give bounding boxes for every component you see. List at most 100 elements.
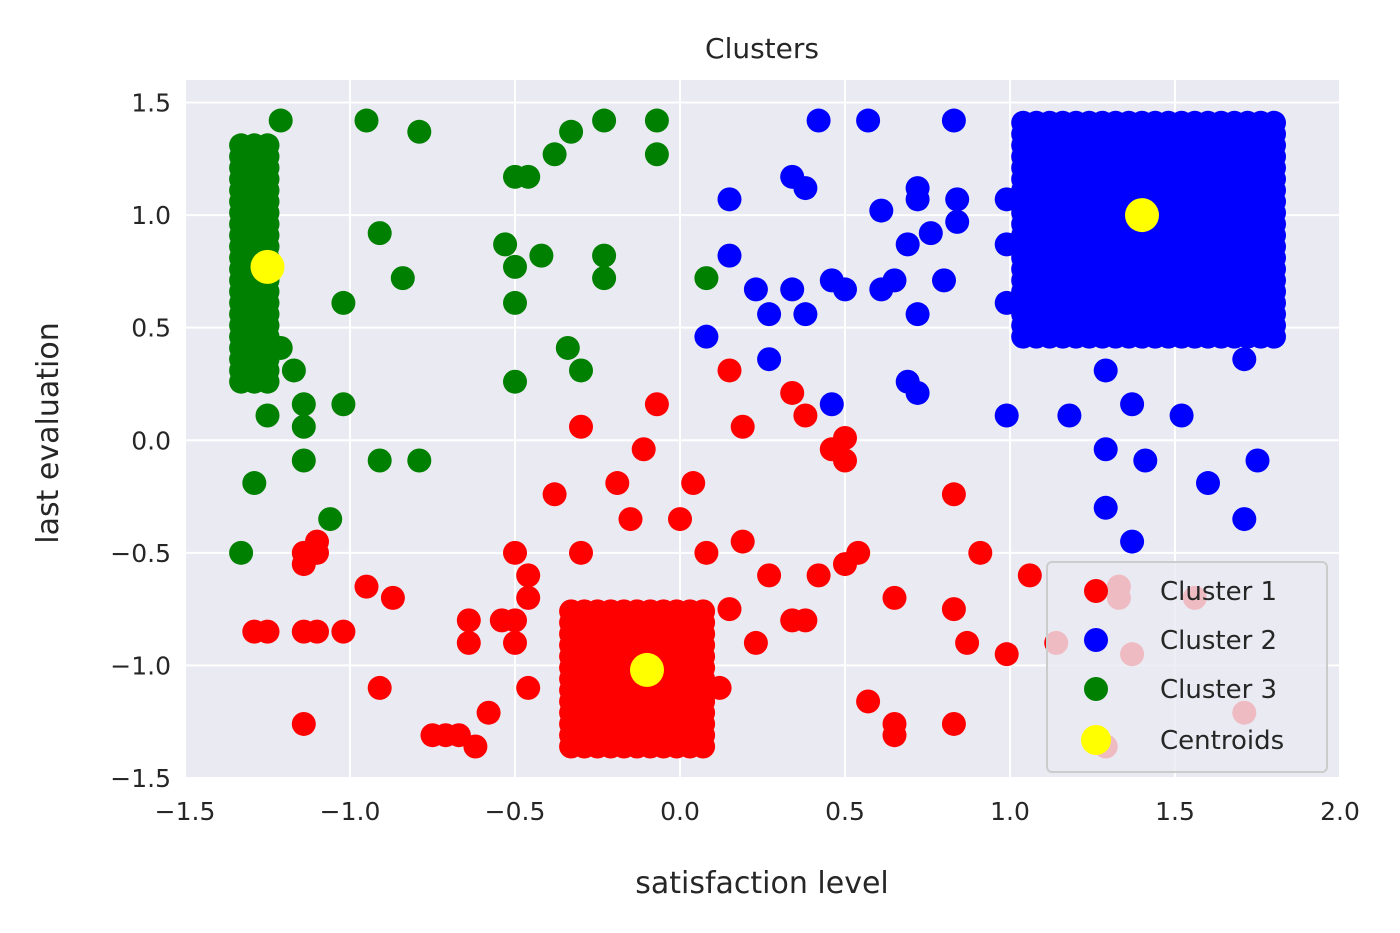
centroid-point xyxy=(630,652,664,687)
legend-marker-cluster-2 xyxy=(1084,628,1108,652)
data-point xyxy=(463,734,488,759)
data-point xyxy=(631,437,656,462)
data-point xyxy=(456,608,481,633)
data-point xyxy=(833,277,857,302)
data-point xyxy=(757,563,782,588)
y-tick-label: 1.5 xyxy=(131,89,171,118)
data-point xyxy=(331,392,356,417)
data-point xyxy=(955,630,980,655)
data-point xyxy=(407,448,432,473)
data-point xyxy=(833,426,857,451)
data-point xyxy=(503,630,527,655)
data-point xyxy=(229,540,254,565)
data-point xyxy=(717,187,742,212)
data-point xyxy=(717,358,742,383)
legend-label-cluster-2: Cluster 2 xyxy=(1160,626,1277,656)
data-point xyxy=(555,335,580,360)
y-tick-label: −0.5 xyxy=(110,539,171,568)
data-point xyxy=(717,243,742,268)
data-point xyxy=(941,597,966,622)
data-point xyxy=(331,290,356,315)
data-point xyxy=(476,700,501,725)
data-point xyxy=(869,198,894,223)
data-point xyxy=(1093,358,1118,383)
data-point xyxy=(291,711,316,736)
data-point xyxy=(569,414,593,439)
data-point xyxy=(833,448,857,473)
data-point xyxy=(1196,471,1220,496)
data-point xyxy=(694,266,719,291)
data-point xyxy=(846,540,871,565)
data-point xyxy=(305,619,329,644)
data-point xyxy=(291,448,316,473)
legend-box xyxy=(1046,561,1328,773)
data-point xyxy=(694,540,719,565)
data-point xyxy=(1262,110,1286,135)
data-point xyxy=(819,392,844,417)
data-point xyxy=(268,108,293,133)
data-point xyxy=(407,119,432,144)
y-tick-labels: −1.5 −1.0 −0.5 0.0 0.5 1.0 1.5 xyxy=(110,89,171,793)
data-point xyxy=(331,619,356,644)
data-point xyxy=(1120,392,1145,417)
data-point xyxy=(793,403,818,428)
data-point xyxy=(743,277,768,302)
data-point xyxy=(905,380,930,405)
data-point xyxy=(542,482,567,507)
data-points xyxy=(229,108,1286,759)
data-point xyxy=(743,630,768,655)
data-point xyxy=(793,608,818,633)
x-tick-label: 2.0 xyxy=(1320,797,1360,826)
data-point xyxy=(806,108,831,133)
centroid-point xyxy=(1125,198,1159,233)
centroids xyxy=(250,198,1159,687)
data-point xyxy=(516,675,541,700)
x-tick-label: 0.0 xyxy=(660,797,700,826)
data-point xyxy=(354,108,379,133)
data-point xyxy=(1093,495,1118,520)
data-point xyxy=(281,358,306,383)
data-point xyxy=(994,232,1019,257)
data-point xyxy=(242,471,267,496)
data-point xyxy=(717,597,742,622)
legend-marker-cluster-1 xyxy=(1084,579,1108,603)
data-point xyxy=(644,108,669,133)
data-point xyxy=(1057,403,1082,428)
x-tick-label: −1.0 xyxy=(320,797,381,826)
data-point xyxy=(945,209,970,234)
data-point xyxy=(644,392,669,417)
x-tick-label: −0.5 xyxy=(485,797,546,826)
data-point xyxy=(1232,507,1257,532)
data-point xyxy=(895,232,920,257)
data-point xyxy=(503,608,527,633)
data-point xyxy=(503,254,527,279)
data-point xyxy=(516,164,541,189)
data-point xyxy=(945,187,970,212)
legend-label-cluster-1: Cluster 1 xyxy=(1160,577,1277,607)
data-point xyxy=(694,324,719,349)
data-point xyxy=(255,619,280,644)
data-point xyxy=(905,187,930,212)
data-point xyxy=(882,268,907,293)
data-point xyxy=(1120,529,1145,554)
data-point xyxy=(806,563,831,588)
data-point xyxy=(516,563,541,588)
data-point xyxy=(255,133,280,158)
data-point xyxy=(793,302,818,327)
data-point xyxy=(569,540,593,565)
data-point xyxy=(493,232,518,257)
y-axis-title: last evaluation xyxy=(31,322,66,543)
x-tick-label: 0.5 xyxy=(825,797,865,826)
data-point xyxy=(905,302,930,327)
data-point xyxy=(291,414,316,439)
legend: Cluster 1 Cluster 2 Cluster 3 Centroids xyxy=(1046,561,1328,773)
data-point xyxy=(255,403,280,428)
data-point xyxy=(932,268,956,293)
data-point xyxy=(592,108,617,133)
data-point xyxy=(757,347,782,372)
data-point xyxy=(380,585,405,610)
data-point xyxy=(618,507,643,532)
data-point xyxy=(268,335,293,360)
legend-marker-centroids xyxy=(1081,725,1111,755)
